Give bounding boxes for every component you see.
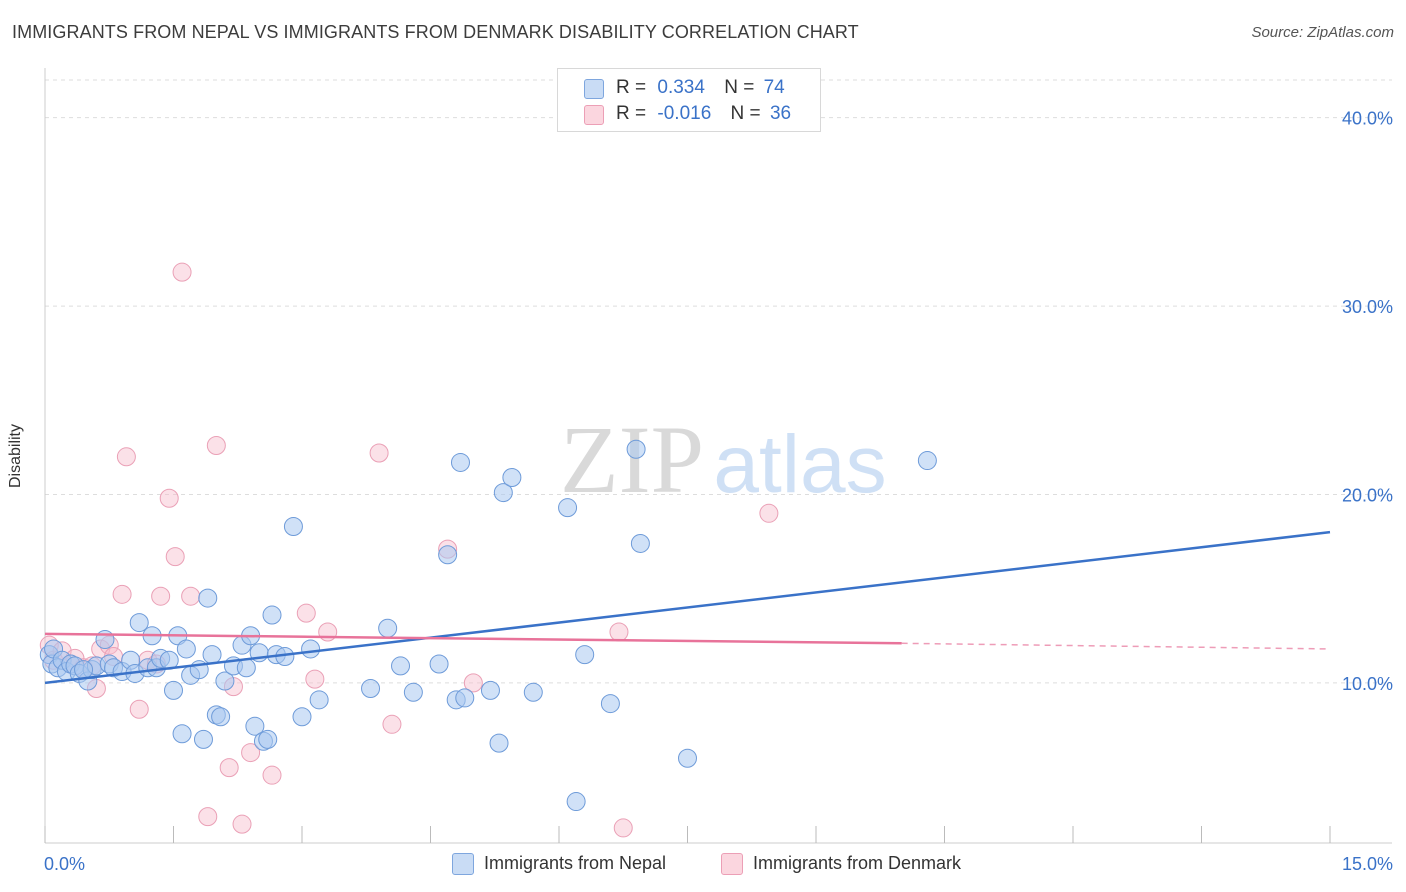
legend-swatch-nepal xyxy=(584,79,604,99)
legend-r-value: -0.016 xyxy=(657,103,712,124)
point-nepal xyxy=(403,682,423,702)
point-nepal xyxy=(480,680,500,700)
point-denmark xyxy=(613,818,633,838)
bottom-legend-label-denmark: Immigrants from Denmark xyxy=(753,853,962,873)
point-denmark xyxy=(129,699,149,719)
point-nepal xyxy=(129,613,149,633)
point-nepal xyxy=(455,688,475,708)
point-nepal xyxy=(202,645,222,665)
point-nepal xyxy=(283,516,303,536)
legend-r-label: R = xyxy=(616,77,647,98)
point-denmark xyxy=(116,447,136,467)
point-nepal xyxy=(626,439,646,459)
point-denmark xyxy=(241,743,261,763)
point-nepal xyxy=(917,451,937,471)
point-nepal xyxy=(172,724,192,744)
trend-line-denmark-extension xyxy=(901,642,1331,650)
y-axis-label: Disability xyxy=(7,423,24,489)
chart-title: IMMIGRANTS FROM NEPAL VS IMMIGRANTS FROM… xyxy=(12,22,859,42)
x-tick-label: 15.0% xyxy=(1342,854,1393,874)
bottom-legend-label-nepal: Immigrants from Nepal xyxy=(484,853,667,873)
y-tick-label: 20.0% xyxy=(1342,485,1393,505)
point-nepal xyxy=(630,533,650,553)
bottom-legend-swatch-nepal xyxy=(452,853,474,875)
point-nepal xyxy=(429,654,449,674)
point-denmark xyxy=(262,765,282,785)
point-nepal xyxy=(600,694,620,714)
trend-line-denmark xyxy=(44,632,902,645)
trend-lines xyxy=(44,530,1331,685)
point-nepal xyxy=(309,690,329,710)
y-tick-label: 30.0% xyxy=(1342,297,1393,317)
point-denmark xyxy=(305,669,325,689)
point-denmark xyxy=(159,488,179,508)
watermark: ZIP atlas xyxy=(560,406,887,513)
point-denmark xyxy=(759,503,779,523)
point-nepal xyxy=(262,605,282,625)
watermark-atlas: atlas xyxy=(713,419,886,510)
point-nepal xyxy=(292,707,312,727)
y-tick-label: 40.0% xyxy=(1342,109,1393,129)
point-denmark xyxy=(369,443,389,463)
point-nepal xyxy=(211,707,231,727)
point-denmark xyxy=(463,673,483,693)
point-denmark xyxy=(382,714,402,734)
legend-n-label: N = xyxy=(724,77,755,98)
point-nepal xyxy=(74,660,94,680)
point-nepal xyxy=(566,792,586,812)
legend-swatch-denmark xyxy=(584,105,604,125)
trend-line-nepal xyxy=(44,530,1331,685)
point-denmark xyxy=(219,758,239,778)
point-nepal xyxy=(378,618,398,638)
bottom-legend-swatch-denmark xyxy=(721,853,743,875)
point-denmark xyxy=(232,814,252,834)
point-nepal xyxy=(489,733,509,753)
point-nepal xyxy=(575,645,595,665)
point-nepal xyxy=(176,639,196,659)
point-nepal xyxy=(164,680,183,700)
point-denmark xyxy=(112,584,132,604)
point-denmark xyxy=(165,547,185,567)
point-nepal xyxy=(215,671,235,691)
source-label: Source: ZipAtlas.com xyxy=(1251,24,1394,41)
point-nepal xyxy=(258,729,278,749)
point-nepal xyxy=(391,656,411,676)
point-nepal xyxy=(558,498,578,518)
point-denmark xyxy=(172,262,192,282)
point-nepal xyxy=(493,483,513,503)
point-nepal xyxy=(502,468,522,488)
legend-n-value: 36 xyxy=(769,103,792,124)
point-denmark xyxy=(151,586,171,606)
point-nepal xyxy=(438,545,458,565)
tick-labels: 10.0% 20.0% 30.0% 40.0% 0.0% 15.0% xyxy=(44,109,1393,874)
point-nepal xyxy=(678,748,697,768)
point-nepal xyxy=(245,716,265,736)
legend-n-value: 74 xyxy=(763,77,785,98)
point-nepal xyxy=(361,679,381,699)
legend-r-value: 0.334 xyxy=(657,77,705,98)
point-denmark xyxy=(181,586,201,606)
stats-legend: R = 0.334 N = 74 R = -0.016 N = 36 xyxy=(557,68,821,132)
legend-r-label: R = xyxy=(616,103,647,124)
point-denmark xyxy=(206,435,226,455)
gridlines xyxy=(45,79,1392,684)
axes xyxy=(44,68,1392,844)
data-points xyxy=(39,262,937,838)
point-nepal xyxy=(523,682,543,702)
x-tick-label: 0.0% xyxy=(44,854,85,874)
point-nepal xyxy=(450,452,470,472)
point-denmark xyxy=(198,807,218,827)
watermark-zip: ZIP xyxy=(560,406,704,513)
point-nepal xyxy=(301,639,321,659)
point-nepal xyxy=(198,588,218,608)
point-denmark xyxy=(296,603,316,623)
legend-n-label: N = xyxy=(730,103,761,124)
point-denmark xyxy=(609,622,629,642)
point-nepal xyxy=(236,658,256,678)
y-tick-label: 10.0% xyxy=(1342,674,1393,694)
point-nepal xyxy=(193,729,213,749)
